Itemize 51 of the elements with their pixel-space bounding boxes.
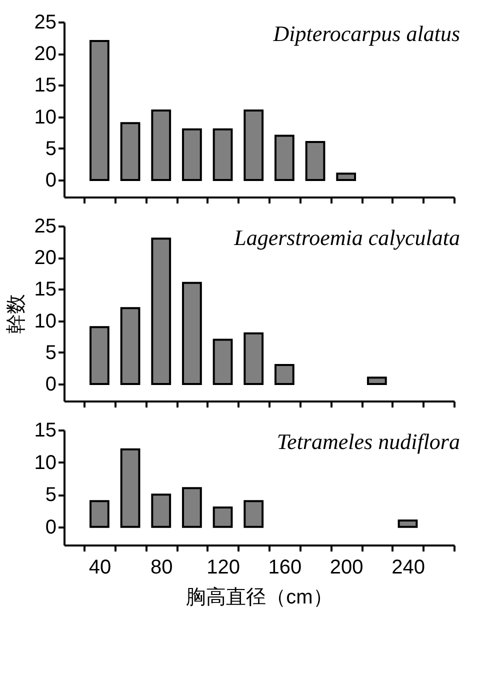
x-tick-label: 80 <box>150 556 173 578</box>
bar <box>274 364 294 385</box>
bar <box>212 338 233 385</box>
bar <box>182 487 202 528</box>
bar <box>120 448 140 528</box>
y-tick-label: 15 <box>34 420 56 442</box>
y-tick-label: 5 <box>45 138 56 160</box>
bar <box>90 40 110 181</box>
y-tick-label: 15 <box>34 74 56 97</box>
y-tick-label: 10 <box>34 310 56 332</box>
bar <box>398 519 418 528</box>
bar <box>366 376 387 385</box>
y-tick-label: 25 <box>34 12 56 34</box>
bar <box>244 500 264 528</box>
y-tick-label: 10 <box>34 106 56 128</box>
annotation: Tetrameles nudiflora <box>276 429 460 454</box>
x-tick-label: 200 <box>330 556 364 578</box>
bar <box>182 128 202 181</box>
bar <box>151 109 172 181</box>
y-tick-label: 15 <box>34 278 56 301</box>
x-tick-label: 40 <box>88 556 112 578</box>
bar <box>244 332 264 385</box>
y-tick-label: 0 <box>45 373 56 396</box>
x-tick-label: 120 <box>206 556 240 578</box>
bar <box>305 141 326 181</box>
bar <box>120 122 140 181</box>
y-tick-label: 10 <box>34 452 56 474</box>
bar <box>212 128 233 181</box>
x-tick-label: 160 <box>268 556 302 578</box>
x-tick-label: 240 <box>392 556 425 578</box>
bar <box>90 500 110 528</box>
x-axis-title: 胸高直径（cm） <box>186 586 333 608</box>
y-tick-label: 5 <box>45 484 56 506</box>
annotation: Dipterocarpus alatus <box>272 21 460 46</box>
bar <box>274 134 294 181</box>
bar <box>212 506 233 528</box>
bar <box>244 109 264 181</box>
annotation: Lagerstroemia calyculata <box>233 225 460 250</box>
y-axis-title: 幹数 <box>5 294 28 334</box>
bar <box>90 326 110 385</box>
bar <box>336 172 356 181</box>
bar <box>151 238 172 385</box>
y-tick-label: 5 <box>45 342 56 364</box>
bar <box>120 307 140 385</box>
y-tick-label: 25 <box>34 216 56 238</box>
bar <box>151 494 172 528</box>
y-tick-label: 20 <box>34 43 56 66</box>
y-tick-label: 20 <box>34 247 56 270</box>
y-tick-label: 0 <box>45 169 56 192</box>
bar <box>182 282 202 385</box>
y-tick-label: 0 <box>45 516 56 538</box>
